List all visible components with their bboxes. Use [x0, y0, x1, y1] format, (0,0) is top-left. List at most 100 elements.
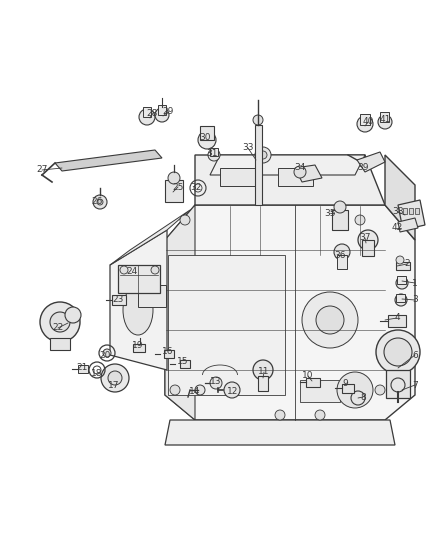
Bar	[306, 378, 320, 387]
Text: 41: 41	[379, 115, 391, 124]
Text: 34: 34	[294, 164, 306, 173]
Text: 38: 38	[392, 207, 404, 216]
Bar	[386, 370, 410, 398]
Text: 16: 16	[162, 348, 174, 357]
Circle shape	[378, 115, 392, 129]
Bar	[278, 168, 313, 186]
Text: 14: 14	[189, 387, 201, 397]
Circle shape	[253, 360, 273, 380]
Text: 9: 9	[342, 378, 348, 387]
Circle shape	[198, 131, 216, 149]
Circle shape	[208, 149, 220, 161]
Circle shape	[357, 116, 373, 132]
Polygon shape	[165, 205, 415, 420]
Text: 6: 6	[412, 351, 418, 359]
Polygon shape	[165, 420, 395, 445]
Text: 42: 42	[392, 223, 403, 232]
Text: 3: 3	[412, 295, 418, 304]
Text: 33: 33	[242, 143, 254, 152]
Bar	[220, 168, 260, 186]
Circle shape	[101, 364, 129, 392]
Text: 12: 12	[227, 387, 239, 397]
Circle shape	[253, 115, 263, 125]
Circle shape	[195, 385, 205, 395]
Circle shape	[155, 108, 169, 122]
Polygon shape	[168, 255, 285, 395]
Bar	[342, 384, 354, 393]
Circle shape	[151, 266, 159, 274]
Circle shape	[120, 266, 128, 274]
Bar	[158, 105, 166, 115]
Text: 24: 24	[127, 268, 138, 277]
Circle shape	[302, 292, 358, 348]
Bar	[258, 376, 268, 391]
Circle shape	[384, 338, 412, 366]
Bar	[380, 112, 389, 122]
Polygon shape	[195, 155, 385, 205]
Circle shape	[202, 267, 278, 343]
Bar	[409, 208, 413, 214]
Text: 29: 29	[162, 108, 174, 117]
Bar	[133, 344, 145, 352]
Circle shape	[168, 172, 180, 184]
Circle shape	[139, 109, 155, 125]
Circle shape	[180, 215, 190, 225]
Bar	[396, 262, 410, 270]
Circle shape	[396, 277, 408, 289]
Circle shape	[93, 195, 107, 209]
Circle shape	[220, 285, 260, 325]
Circle shape	[255, 147, 271, 163]
Text: 11: 11	[258, 367, 270, 376]
Bar	[200, 126, 214, 140]
Bar	[300, 380, 340, 402]
Text: 30: 30	[199, 133, 211, 142]
Polygon shape	[55, 150, 162, 171]
Circle shape	[334, 201, 346, 213]
Circle shape	[108, 371, 122, 385]
Bar	[332, 210, 348, 230]
Bar	[360, 114, 370, 125]
Text: 25: 25	[172, 182, 184, 191]
Circle shape	[337, 372, 373, 408]
Text: 18: 18	[91, 368, 103, 377]
Polygon shape	[165, 205, 195, 420]
Bar	[210, 148, 218, 156]
Text: 22: 22	[53, 324, 64, 333]
Text: 37: 37	[359, 233, 371, 243]
Text: 15: 15	[177, 358, 189, 367]
Circle shape	[334, 244, 350, 260]
Polygon shape	[398, 218, 418, 232]
Circle shape	[65, 307, 81, 323]
Circle shape	[259, 151, 267, 159]
Circle shape	[103, 349, 111, 357]
Text: 4: 4	[394, 313, 400, 322]
Circle shape	[97, 199, 103, 205]
Circle shape	[358, 230, 378, 250]
Text: 21: 21	[76, 364, 88, 373]
Circle shape	[395, 294, 407, 306]
Polygon shape	[385, 155, 415, 240]
Bar	[112, 295, 126, 305]
Circle shape	[375, 385, 385, 395]
Circle shape	[315, 410, 325, 420]
Circle shape	[170, 385, 180, 395]
Bar	[143, 107, 151, 117]
Text: 8: 8	[360, 392, 366, 401]
Text: 31: 31	[206, 149, 218, 157]
Text: 2: 2	[404, 260, 410, 269]
Bar	[396, 294, 405, 302]
Circle shape	[351, 391, 365, 405]
Circle shape	[396, 256, 404, 264]
Text: 13: 13	[210, 377, 222, 386]
Circle shape	[355, 215, 365, 225]
Bar	[415, 208, 419, 214]
Text: 28: 28	[146, 109, 158, 118]
Circle shape	[224, 382, 240, 398]
Circle shape	[391, 378, 405, 392]
Circle shape	[275, 410, 285, 420]
Bar	[388, 315, 406, 327]
Bar	[403, 208, 407, 214]
Text: 19: 19	[132, 342, 144, 351]
Text: 32: 32	[191, 183, 201, 192]
Text: 36: 36	[334, 251, 346, 260]
